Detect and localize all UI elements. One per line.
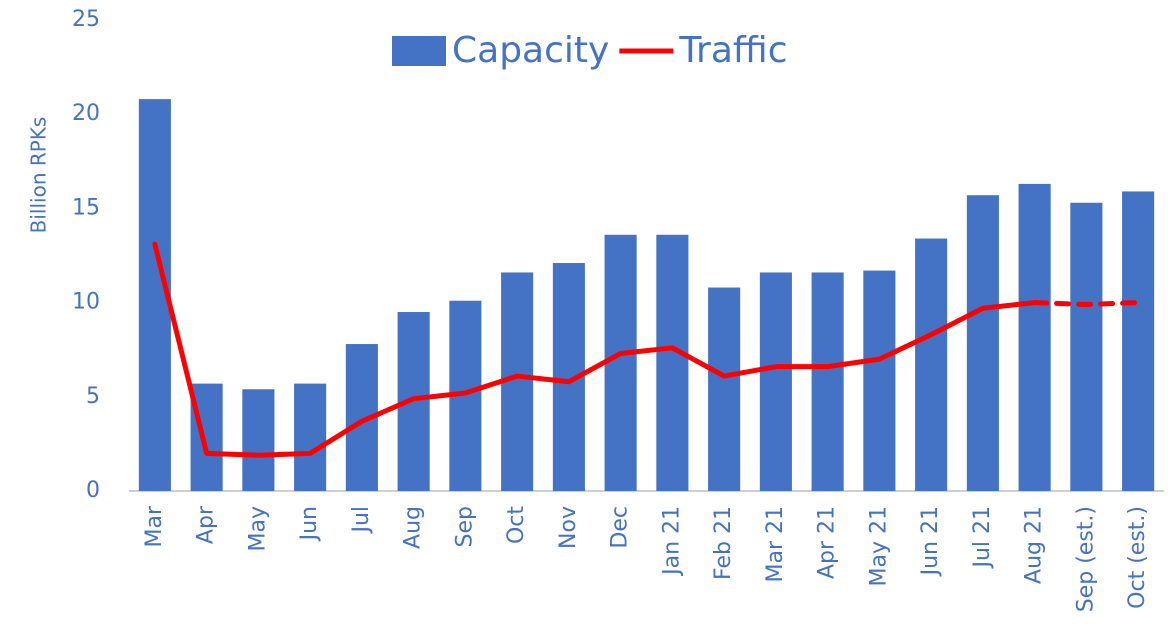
x-tick-label: Mar 21 — [763, 506, 788, 583]
x-tick-label: Aug — [401, 506, 426, 549]
y-tick-label: 25 — [72, 7, 100, 32]
y-tick-label: 5 — [86, 384, 100, 409]
x-tick-label: Dec — [608, 506, 633, 549]
x-tick-label: Jan 21 — [659, 506, 684, 577]
bar — [1018, 183, 1051, 491]
bar — [759, 272, 792, 491]
legend-swatch — [392, 36, 446, 66]
x-tick-label: May — [245, 506, 270, 551]
x-tick-label: Jul 21 — [970, 506, 995, 570]
bar — [1070, 202, 1103, 492]
bar — [1122, 191, 1155, 491]
bar — [656, 234, 689, 491]
x-tick-label: Aug 21 — [1022, 506, 1047, 584]
x-tick-label: Sep — [452, 506, 477, 547]
legend-label: Traffic — [678, 30, 787, 71]
bar — [708, 287, 741, 491]
x-tick-label: Apr 21 — [815, 506, 840, 579]
line-estimate — [1032, 300, 1141, 307]
x-tick-label: May 21 — [866, 506, 891, 586]
line — [152, 241, 1038, 458]
x-tick-label: Oct (est.) — [1125, 506, 1150, 609]
bar — [811, 272, 844, 491]
bar — [863, 270, 896, 491]
bar — [294, 383, 327, 491]
y-axis-label: Billion RPKs — [27, 117, 51, 234]
y-tick-label: 20 — [72, 101, 100, 126]
x-tick-label: Jun 21 — [918, 506, 943, 577]
bar — [604, 234, 637, 491]
bar — [915, 238, 948, 491]
bar — [242, 389, 275, 491]
x-tick-label: Mar — [142, 505, 167, 547]
bar — [966, 195, 999, 491]
legend-label: Capacity — [452, 30, 609, 71]
x-tick-label: Sep (est.) — [1073, 506, 1098, 612]
x-tick-label: Jul — [349, 506, 374, 535]
y-tick-label: 15 — [72, 195, 100, 220]
y-tick-label: 0 — [86, 478, 100, 503]
x-tick-label: Oct — [504, 506, 529, 544]
x-tick-label: Jun — [297, 506, 322, 542]
x-tick-label: Feb 21 — [711, 506, 736, 580]
y-tick-label: 10 — [72, 290, 100, 315]
x-tick-label: Apr — [194, 505, 219, 544]
x-tick-label: Nov — [556, 506, 581, 549]
